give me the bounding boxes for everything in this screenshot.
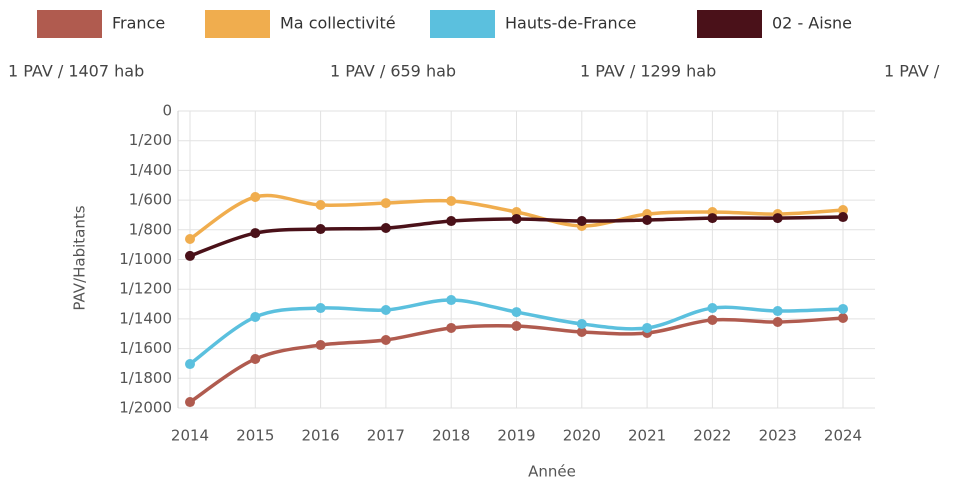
legend-swatch: [37, 10, 102, 38]
x-tick-label: 2019: [497, 427, 535, 445]
x-tick-label: 2017: [367, 427, 405, 445]
data-point: [446, 322, 457, 333]
data-point: [838, 212, 848, 223]
data-point: [250, 228, 261, 239]
data-point: [707, 314, 718, 325]
data-point: [707, 303, 718, 314]
data-point: [838, 303, 848, 314]
data-point: [576, 318, 587, 329]
data-point: [707, 213, 718, 224]
y-tick-label: 1/1800: [119, 369, 172, 387]
x-tick-label: 2022: [693, 427, 731, 445]
x-tick-label: 2024: [824, 427, 862, 445]
x-tick-label: 2014: [171, 427, 209, 445]
data-point: [772, 213, 783, 224]
data-point: [185, 397, 195, 408]
data-point: [250, 191, 261, 202]
data-point: [250, 353, 261, 364]
y-tick-label: 1/2000: [119, 399, 172, 417]
y-tick-label: 0: [162, 102, 172, 120]
data-point: [446, 216, 457, 227]
data-point: [315, 200, 326, 211]
legend-label: 02 - Aisne: [772, 14, 852, 33]
data-point: [446, 295, 457, 306]
legend-label: Hauts-de-France: [505, 14, 636, 33]
data-point: [511, 321, 522, 332]
y-tick-label: 1/1000: [119, 250, 172, 268]
data-point: [380, 304, 391, 315]
y-tick-label: 1/800: [129, 220, 172, 238]
annotation: 1 PAV / 1407 hab: [8, 62, 144, 81]
data-point: [315, 224, 326, 235]
legend-swatch: [697, 10, 762, 38]
y-tick-label: 1/600: [129, 191, 172, 209]
annotation: 1 PAV / 659 hab: [330, 62, 456, 81]
data-point: [772, 306, 783, 317]
data-point: [446, 195, 457, 206]
data-point: [576, 216, 587, 227]
y-tick-label: 1/400: [129, 161, 172, 179]
y-tick-label: 1/1400: [119, 309, 172, 327]
x-tick-label: 2015: [236, 427, 274, 445]
data-point: [185, 250, 195, 261]
y-tick-label: 1/1600: [119, 339, 172, 357]
data-point: [380, 334, 391, 345]
data-point: [642, 322, 653, 333]
legend-swatch: [430, 10, 495, 38]
legend-label: France: [112, 14, 165, 33]
annotation: 1 PAV /: [884, 62, 940, 81]
data-point: [315, 303, 326, 314]
data-point: [185, 234, 195, 245]
data-point: [380, 198, 391, 209]
data-point: [642, 214, 653, 225]
x-tick-label: 2020: [563, 427, 601, 445]
data-point: [576, 326, 587, 337]
x-axis-title: Année: [528, 463, 576, 481]
y-tick-label: 1/200: [129, 131, 172, 149]
data-point: [511, 206, 522, 217]
y-axis-title: PAV/Habitants: [71, 205, 89, 310]
data-point: [838, 313, 848, 324]
x-tick-label: 2021: [628, 427, 666, 445]
data-point: [315, 340, 326, 351]
y-tick-label: 1/1200: [119, 280, 172, 298]
x-tick-label: 2016: [302, 427, 340, 445]
data-point: [380, 223, 391, 234]
data-point: [185, 359, 195, 370]
legend-swatch: [205, 10, 270, 38]
legend-label: Ma collectivité: [280, 14, 396, 33]
x-tick-label: 2023: [759, 427, 797, 445]
data-point: [250, 311, 261, 322]
data-point: [838, 205, 848, 216]
data-point: [511, 307, 522, 318]
x-tick-label: 2018: [432, 427, 470, 445]
annotation: 1 PAV / 1299 hab: [580, 62, 716, 81]
data-point: [772, 317, 783, 328]
data-point: [511, 213, 522, 224]
